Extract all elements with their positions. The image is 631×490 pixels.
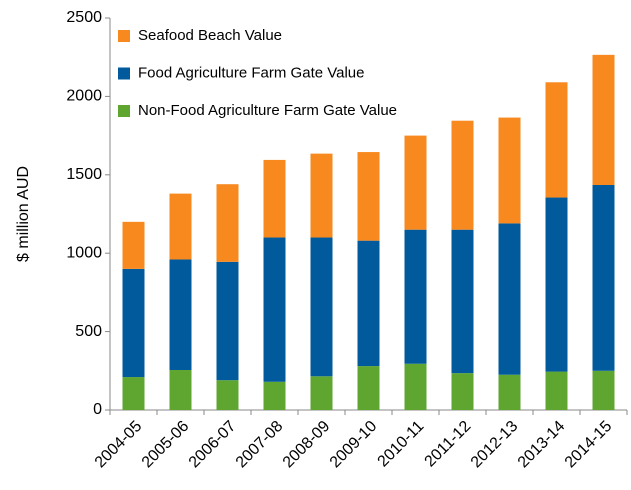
bar-segment bbox=[357, 240, 380, 367]
bar-segment bbox=[263, 237, 286, 382]
bar-segment bbox=[498, 117, 521, 224]
bar-segment bbox=[216, 184, 239, 262]
x-tick-label: 2006-07 bbox=[186, 418, 240, 472]
bar-segment bbox=[310, 376, 333, 410]
y-tick-label: 500 bbox=[75, 323, 102, 340]
bar-segment bbox=[592, 54, 615, 185]
bar-segment bbox=[451, 229, 474, 374]
x-tick-label: 2010-11 bbox=[375, 418, 428, 471]
x-tick-label: 2011-12 bbox=[422, 418, 475, 471]
bar-segment bbox=[169, 259, 192, 371]
bar-segment bbox=[545, 197, 568, 372]
bar-segment bbox=[451, 120, 474, 230]
bar-segment bbox=[263, 381, 286, 410]
x-tick-label: 2013-14 bbox=[515, 418, 569, 472]
bar-segment bbox=[592, 184, 615, 371]
x-tick-label: 2009-10 bbox=[327, 418, 381, 472]
bar-segment bbox=[216, 261, 239, 381]
bar-segment bbox=[169, 370, 192, 410]
bar-segment bbox=[122, 221, 145, 269]
legend-swatch bbox=[118, 105, 130, 117]
bar-segment bbox=[592, 370, 615, 410]
legend-label: Non-Food Agriculture Farm Gate Value bbox=[138, 102, 397, 119]
bar-segment bbox=[498, 223, 521, 375]
legend-swatch bbox=[118, 30, 130, 42]
bar-segment bbox=[122, 377, 145, 410]
x-tick-label: 2008-09 bbox=[280, 418, 334, 472]
bar-segment bbox=[498, 374, 521, 410]
x-tick-label: 2007-08 bbox=[233, 418, 287, 472]
y-tick-label: 0 bbox=[93, 401, 102, 418]
bar-segment bbox=[122, 268, 145, 378]
bar-segment bbox=[169, 193, 192, 260]
x-tick-label: 2014-15 bbox=[562, 418, 616, 472]
bar-segment bbox=[545, 82, 568, 198]
y-tick-label: 1000 bbox=[66, 244, 102, 261]
x-tick-label: 2004-05 bbox=[92, 418, 146, 472]
bar-segment bbox=[263, 159, 286, 238]
bar-segment bbox=[404, 229, 427, 364]
bar-segment bbox=[404, 135, 427, 230]
x-tick-label: 2012-13 bbox=[468, 418, 522, 472]
bar-segment bbox=[310, 237, 333, 377]
bar-segment bbox=[404, 363, 427, 410]
bar-segment bbox=[357, 366, 380, 410]
bar-segment bbox=[216, 380, 239, 410]
y-tick-label: 1500 bbox=[66, 166, 102, 183]
legend-label: Food Agriculture Farm Gate Value bbox=[138, 64, 365, 81]
legend-label: Seafood Beach Value bbox=[138, 27, 282, 44]
y-axis-label: $ million AUD bbox=[15, 166, 32, 262]
legend-swatch bbox=[118, 67, 130, 80]
bar-segment bbox=[451, 373, 474, 410]
bar-segment bbox=[310, 153, 333, 238]
y-tick-label: 2500 bbox=[66, 9, 102, 26]
bar-segment bbox=[545, 371, 568, 410]
bar-segment bbox=[357, 152, 380, 241]
y-tick-label: 2000 bbox=[66, 88, 102, 105]
x-tick-label: 2005-06 bbox=[139, 418, 193, 472]
